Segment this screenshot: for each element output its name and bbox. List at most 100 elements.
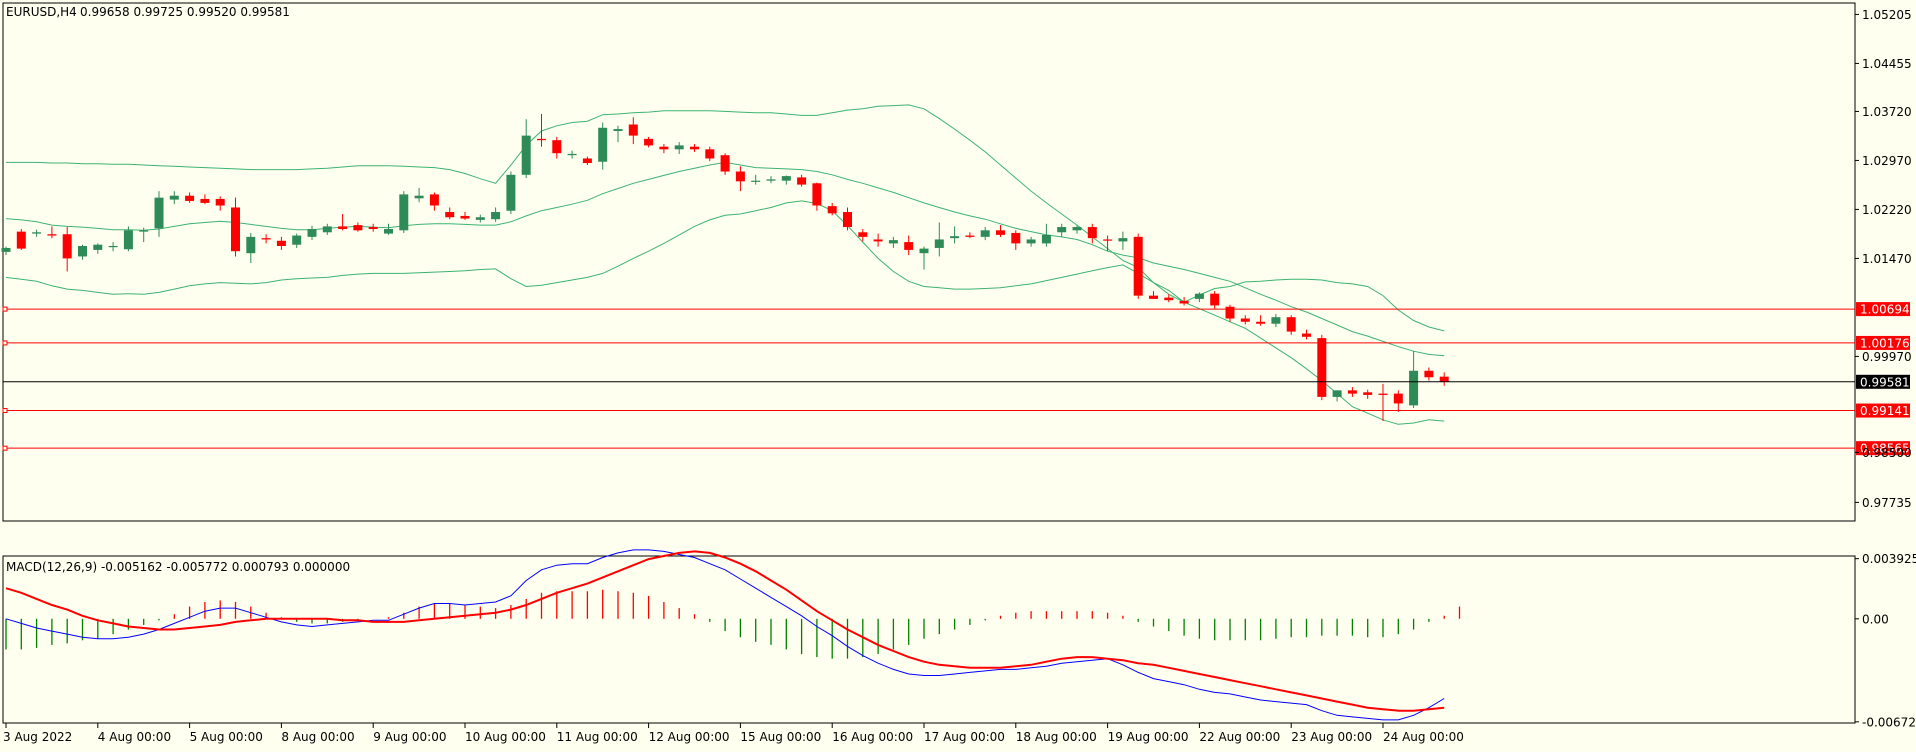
price-tick-label: 1.02220	[1862, 203, 1912, 217]
candle-body	[1087, 227, 1097, 239]
candle-body	[322, 226, 332, 233]
time-tick-label: 22 Aug 00:00	[1199, 730, 1280, 744]
candle-body	[231, 207, 240, 252]
candle-body	[827, 206, 837, 214]
candle-body	[139, 230, 149, 232]
candle-body	[93, 244, 103, 250]
candle-body	[1164, 297, 1174, 301]
time-tick-label: 3 Aug 2022	[3, 730, 72, 744]
time-tick-label: 24 Aug 00:00	[1383, 730, 1464, 744]
candle-body	[980, 230, 990, 237]
bollinger-middle-band	[5, 161, 1445, 357]
macd-tick-label: 0.003925	[1862, 552, 1916, 566]
candle-body	[62, 234, 72, 259]
candle-body	[919, 248, 929, 254]
candle-body	[246, 236, 256, 254]
candle-body	[843, 212, 852, 228]
candle-body	[78, 245, 87, 257]
level-price-tag	[1856, 302, 1910, 317]
candle-body	[521, 135, 531, 175]
candle-body	[108, 245, 118, 248]
level-anchor-handle	[2, 340, 8, 346]
main-pane	[1, 104, 1855, 451]
price-tick-label: 1.03720	[1862, 105, 1912, 119]
time-tick-label: 10 Aug 00:00	[465, 730, 546, 744]
level-price-label: 1.00694	[1860, 303, 1910, 317]
candle-body	[674, 145, 684, 150]
candle-body	[429, 194, 439, 206]
current-price-label: 0.99581	[1860, 375, 1910, 389]
candle-body	[1194, 293, 1204, 299]
candle-body	[996, 230, 1005, 235]
price-tick-label: 1.05205	[1862, 8, 1912, 22]
candle-body	[950, 236, 960, 239]
candle-body	[292, 235, 302, 245]
time-tick-label: 16 Aug 00:00	[832, 730, 913, 744]
time-tick-label: 12 Aug 00:00	[649, 730, 730, 744]
candle-body	[338, 226, 348, 230]
main-pane-frame	[2, 2, 1856, 522]
candle-body	[1072, 227, 1082, 231]
signal-line	[5, 550, 1445, 712]
candle-body	[690, 146, 699, 150]
candle-body	[1041, 234, 1051, 244]
candle-body	[812, 183, 822, 206]
current-price-tag	[1856, 374, 1910, 389]
candle-body	[460, 215, 470, 219]
candle-body	[445, 212, 455, 218]
candle-body	[1149, 295, 1158, 299]
candle-body	[169, 195, 179, 200]
price-tick-label: 0.99970	[1862, 350, 1912, 364]
candle-body	[552, 140, 562, 154]
candle-body	[491, 212, 501, 220]
macd-title: MACD(12,26,9) -0.005162 -0.005772 0.0007…	[6, 560, 351, 574]
candle-body	[1363, 392, 1373, 395]
level-price-label: 0.99141	[1860, 404, 1910, 418]
time-tick-label: 8 Aug 00:00	[281, 730, 354, 744]
candle-body	[781, 176, 791, 181]
candle-body	[276, 240, 286, 246]
candle-body	[1026, 239, 1036, 244]
candle-body	[261, 238, 271, 240]
candle-body	[934, 239, 944, 248]
candle-body	[1332, 390, 1342, 397]
candle-body	[123, 230, 133, 250]
time-tick-label: 4 Aug 00:00	[98, 730, 171, 744]
candle-body	[1225, 306, 1235, 319]
candle-body	[185, 195, 195, 201]
candle-body	[1179, 300, 1189, 304]
time-tick-label: 5 Aug 00:00	[190, 730, 263, 744]
level-price-tag	[1856, 335, 1910, 350]
candle-body	[215, 198, 225, 206]
macd-line	[5, 549, 1445, 721]
candle-body	[888, 240, 898, 244]
candle-body	[1439, 376, 1449, 382]
price-tick-label: 1.02970	[1862, 154, 1912, 168]
candle-body	[965, 235, 975, 237]
price-tick-label: 0.98500	[1862, 446, 1912, 460]
candle-body	[384, 229, 393, 234]
time-tick-label: 9 Aug 00:00	[373, 730, 446, 744]
macd-tick-label: 0.00	[1862, 612, 1889, 626]
candle-body	[766, 179, 776, 181]
candle-body	[1378, 393, 1388, 395]
candle-body	[368, 227, 378, 230]
level-price-label: 1.00176	[1860, 336, 1910, 350]
candle-body	[16, 231, 26, 249]
level-anchor-handle	[2, 445, 8, 451]
bollinger-upper-band	[6, 104, 1445, 332]
candle-body	[414, 195, 424, 199]
symbol-title: EURUSD,H4	[6, 5, 77, 19]
time-tick-label: 11 Aug 00:00	[557, 730, 638, 744]
candle-body	[797, 177, 807, 185]
time-tick-label: 18 Aug 00:00	[1016, 730, 1097, 744]
candle-body	[613, 129, 623, 132]
level-price-tag	[1856, 403, 1910, 418]
level-price-label: 0.98565	[1860, 442, 1910, 456]
candle-body	[598, 127, 608, 162]
price-tick-label: 1.04455	[1862, 57, 1912, 71]
level-anchor-handle	[2, 306, 8, 312]
level-price-tag	[1856, 441, 1910, 456]
